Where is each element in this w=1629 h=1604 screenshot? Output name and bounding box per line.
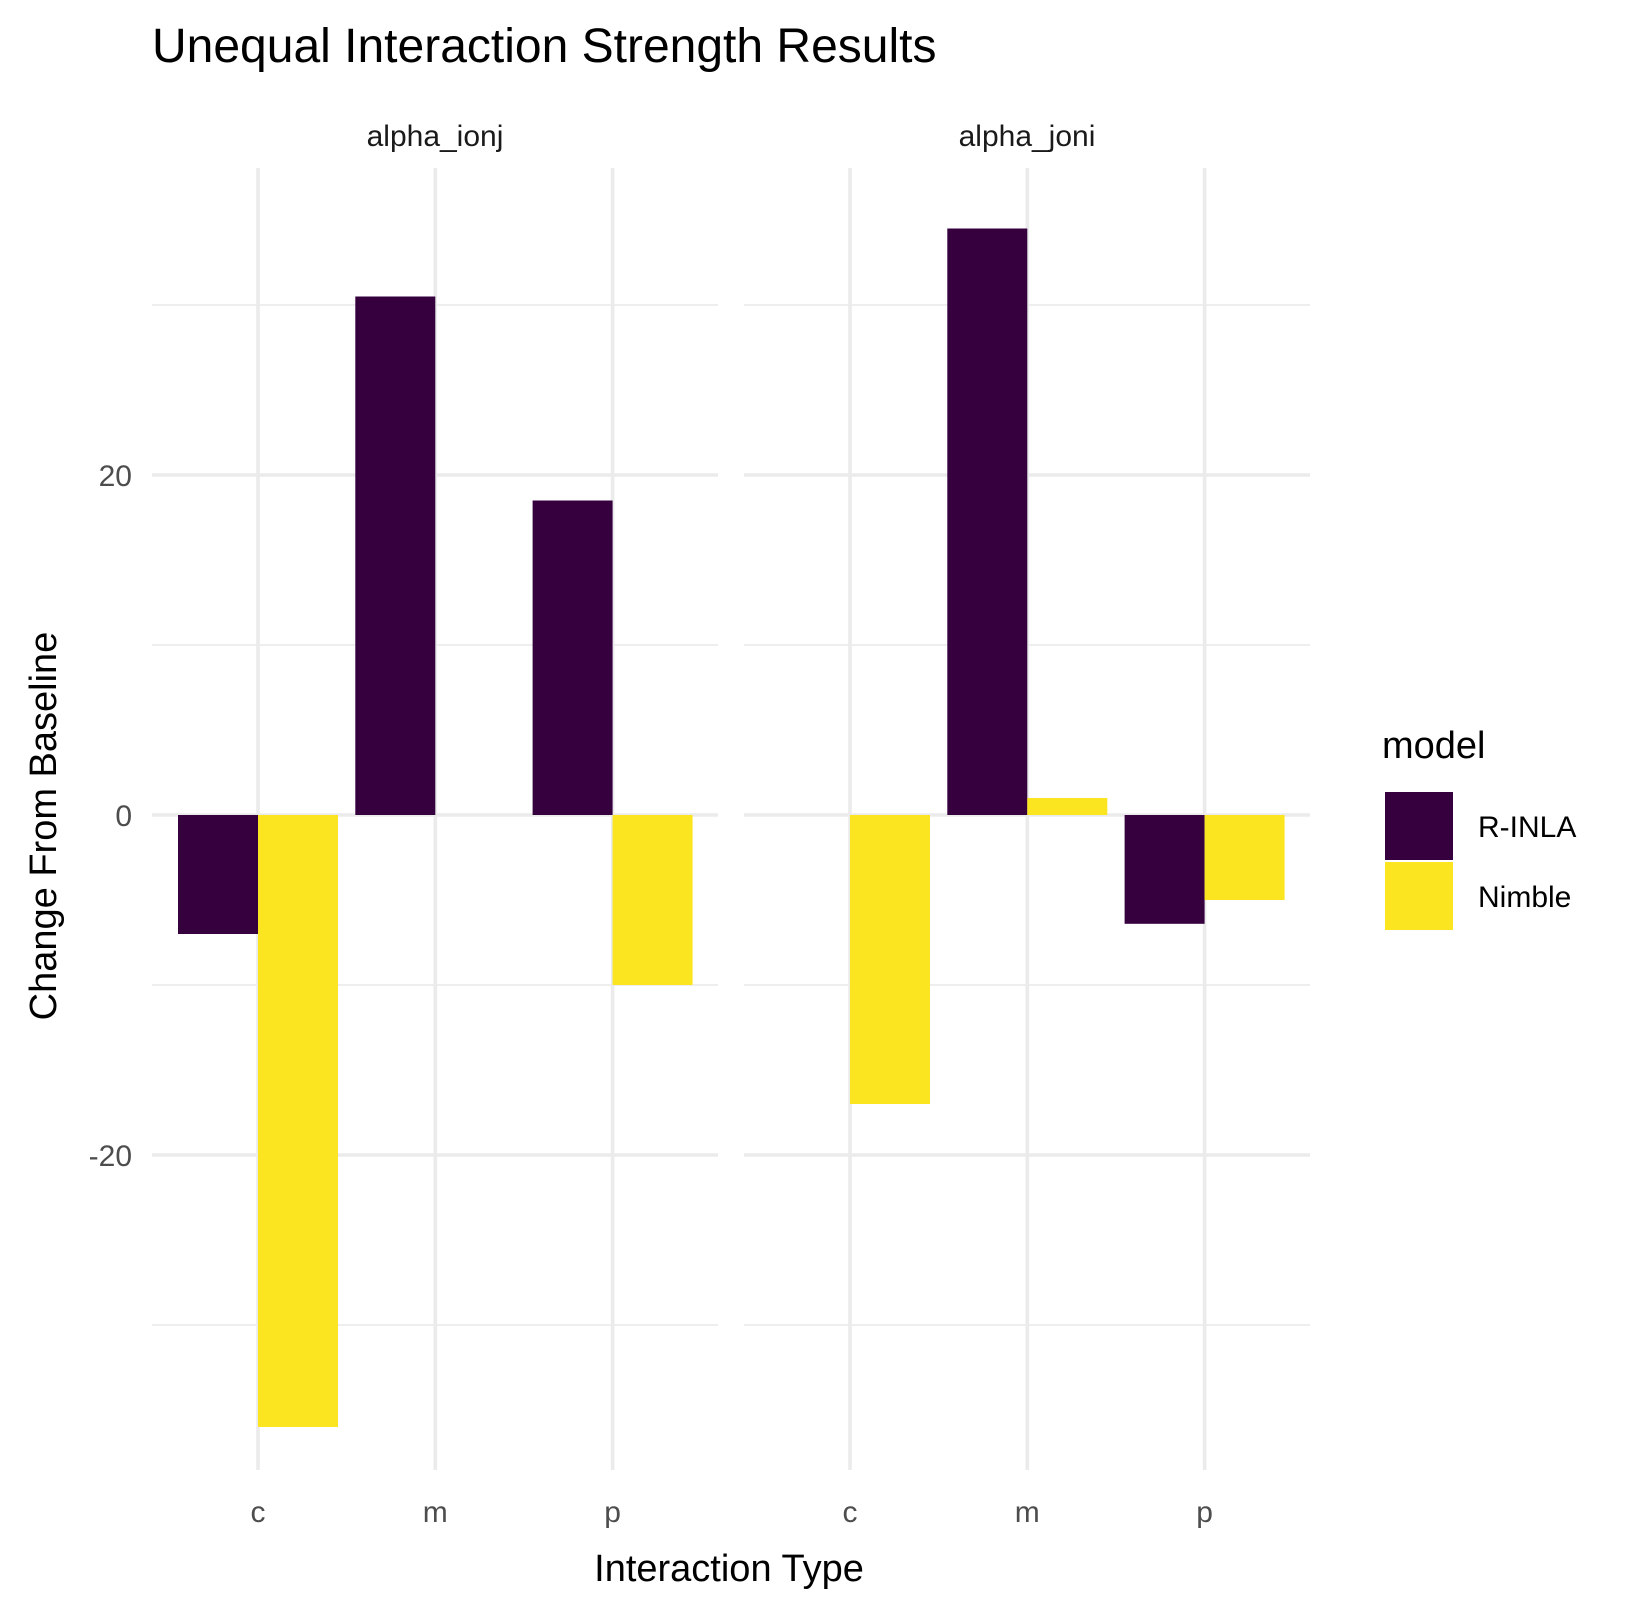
y-axis-title: Change From Baseline — [23, 632, 65, 1021]
bar-nimble-c — [850, 815, 930, 1104]
x-tick-label: c — [251, 1496, 266, 1529]
x-tick-label: m — [423, 1496, 448, 1529]
legend-key-r-inla — [1385, 792, 1453, 860]
legend-key-nimble — [1385, 862, 1453, 930]
y-tick-label: -20 — [89, 1140, 132, 1173]
y-tick-label: 20 — [99, 460, 132, 493]
bar-r-inla-p — [532, 500, 613, 815]
legend-title: model — [1382, 725, 1486, 767]
x-tick-label: p — [1196, 1496, 1213, 1529]
bar-nimble-p — [1204, 815, 1285, 900]
chart-title: Unequal Interaction Strength Results — [152, 20, 936, 73]
bar-r-inla-m — [355, 296, 436, 815]
bar-nimble-p — [612, 815, 693, 985]
facet-label: alpha_ionj — [367, 120, 504, 153]
x-tick-label: p — [604, 1496, 621, 1529]
x-axis-title: Interaction Type — [594, 1548, 864, 1590]
x-tick-label: m — [1015, 1496, 1040, 1529]
legend-label: Nimble — [1478, 881, 1571, 914]
bar-r-inla-c — [178, 815, 258, 934]
facet-label: alpha_joni — [959, 120, 1096, 153]
y-axis-ticks: -20 0 20 — [89, 460, 132, 1173]
bar-nimble-c — [258, 815, 338, 1427]
bar-nimble-m — [1027, 798, 1108, 815]
x-tick-label: c — [843, 1496, 858, 1529]
y-tick-label: 0 — [115, 800, 132, 833]
legend: model R-INLA Nimble — [1382, 725, 1576, 930]
bar-r-inla-m — [947, 228, 1028, 815]
bar-r-inla-p — [1124, 815, 1205, 924]
legend-label: R-INLA — [1478, 811, 1576, 844]
